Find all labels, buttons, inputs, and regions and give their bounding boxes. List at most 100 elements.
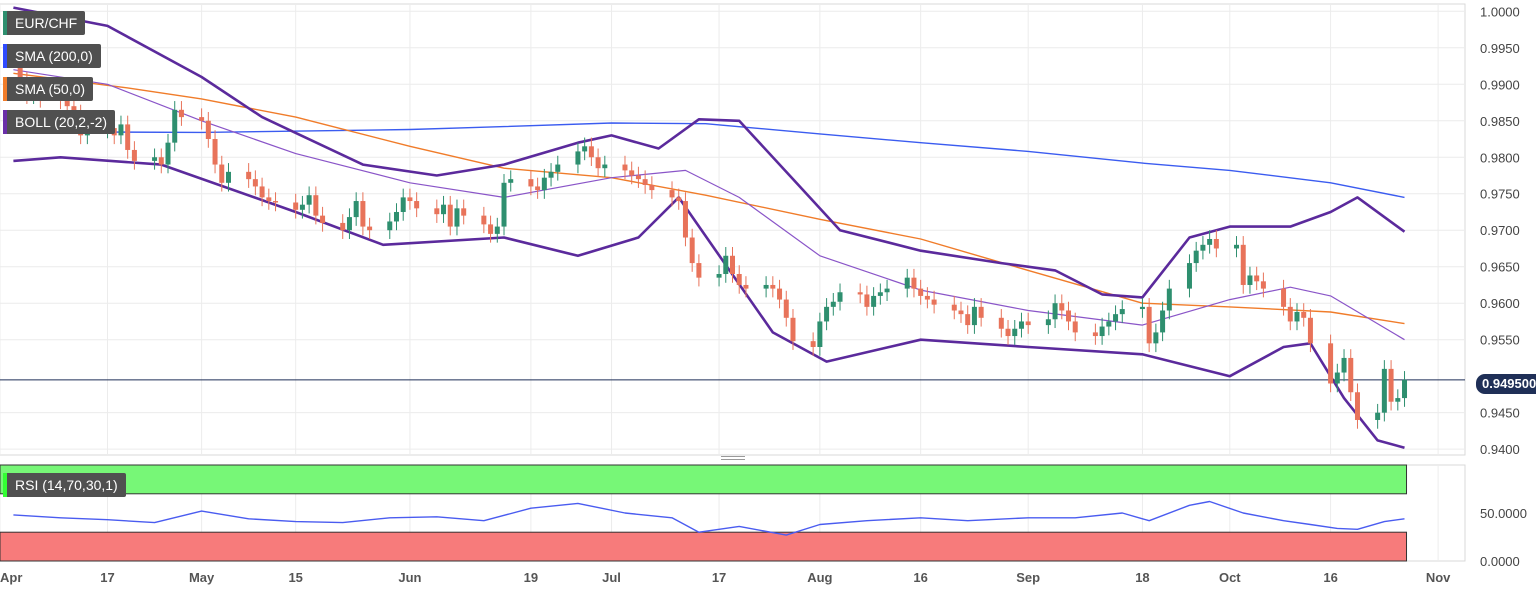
panel-resize-handle[interactable] xyxy=(721,456,745,465)
candle-body xyxy=(178,109,184,118)
bollinger-middle-line xyxy=(13,69,1405,341)
candle-body xyxy=(696,263,702,278)
candle-body xyxy=(864,294,870,307)
candle-body xyxy=(723,255,729,275)
candle-body xyxy=(199,117,205,121)
candle-body xyxy=(387,221,393,231)
candle-body xyxy=(541,177,547,191)
candle-body xyxy=(1334,372,1340,384)
candle-body xyxy=(649,184,655,191)
symbol-swatch xyxy=(3,11,7,35)
candle-body xyxy=(595,157,601,169)
candle-body xyxy=(904,277,910,289)
candle-body xyxy=(871,295,877,307)
bollinger-upper-line xyxy=(13,6,1406,299)
rsi-bands xyxy=(0,464,1408,562)
price-tick-label: 0.9450 xyxy=(1480,406,1520,421)
candle-body xyxy=(1059,303,1065,311)
candle-body xyxy=(246,171,252,180)
candle-body xyxy=(273,201,279,203)
candle-body xyxy=(602,164,608,169)
candle-body xyxy=(225,171,231,183)
indicator-lines xyxy=(0,6,1465,536)
candle-body xyxy=(1381,368,1387,413)
price-tick-label: 0.9800 xyxy=(1480,150,1520,165)
candle-body xyxy=(313,195,319,216)
x-tick-label: 16 xyxy=(1323,570,1337,585)
candle-body xyxy=(736,274,742,285)
candle-body xyxy=(535,186,541,191)
candle-body xyxy=(501,182,507,227)
candle-body xyxy=(669,190,675,198)
x-tick-label: 17 xyxy=(712,570,726,585)
legend-rsi[interactable]: RSI (14,70,30,1) xyxy=(3,473,126,497)
candle-body xyxy=(205,120,211,140)
candle-body xyxy=(441,204,447,215)
candle-body xyxy=(64,100,70,107)
x-tick-label: 17 xyxy=(100,570,114,585)
candle-body xyxy=(1341,357,1347,373)
rsi-tick-label: 50.0000 xyxy=(1480,506,1527,521)
candle-body xyxy=(1328,343,1334,384)
legend-boll[interactable]: BOLL (20,2,-2) xyxy=(3,110,116,134)
rsi-oversold-zone xyxy=(0,531,1408,562)
candle-body xyxy=(1166,288,1172,311)
candle-body xyxy=(158,157,164,165)
candle-body xyxy=(306,195,312,205)
rsi-tick-label: 0.0000 xyxy=(1480,554,1520,569)
candle-body xyxy=(575,151,581,165)
candle-body xyxy=(770,284,776,289)
candle-body xyxy=(1045,319,1051,326)
candle-body xyxy=(978,306,984,318)
candle-body xyxy=(1092,332,1098,337)
symbol-label[interactable]: EUR/CHF xyxy=(3,11,86,35)
candle-body xyxy=(165,142,171,165)
candle-body xyxy=(346,217,352,231)
rsi-swatch xyxy=(3,473,7,497)
candle-body xyxy=(951,304,957,311)
candle-body xyxy=(1099,326,1105,337)
candle-body xyxy=(588,146,594,158)
candle-body xyxy=(1301,311,1307,318)
candle-body xyxy=(1354,392,1360,420)
legend-sma50-text: SMA (50,0) xyxy=(15,81,86,97)
sma50-swatch xyxy=(3,77,7,101)
candle-body xyxy=(1213,238,1219,249)
candle-body xyxy=(877,292,883,296)
candle-body xyxy=(1005,328,1011,337)
candle-body xyxy=(219,164,225,183)
candle-body xyxy=(622,164,628,171)
price-tick-label: 1.0000 xyxy=(1480,4,1520,19)
x-tick-label: 19 xyxy=(524,570,538,585)
candle-body xyxy=(1388,368,1394,402)
candle-body xyxy=(1160,310,1166,333)
candle-body xyxy=(548,171,554,178)
candle-body xyxy=(528,179,534,187)
candle-body xyxy=(1200,244,1206,251)
last-price-tag: 0.949500 xyxy=(1476,374,1536,394)
legend-sma50[interactable]: SMA (50,0) xyxy=(3,77,94,101)
candle-body xyxy=(320,215,326,223)
candle-body xyxy=(1260,281,1266,289)
candlesticks xyxy=(17,53,1408,429)
candle-body xyxy=(582,146,588,152)
x-tick-label: 18 xyxy=(1135,570,1149,585)
legend-sma200[interactable]: SMA (200,0) xyxy=(3,44,101,68)
candle-body xyxy=(1281,288,1287,307)
candle-body xyxy=(461,208,467,216)
candle-body xyxy=(125,124,131,150)
price-tick-label: 0.9850 xyxy=(1480,114,1520,129)
candle-body xyxy=(1153,332,1159,344)
candle-body xyxy=(393,211,399,222)
candle-body xyxy=(743,284,749,289)
price-tick-label: 0.9950 xyxy=(1480,41,1520,56)
candle-body xyxy=(454,208,460,227)
x-tick-label: Oct xyxy=(1219,570,1241,585)
candle-body xyxy=(1018,321,1024,329)
price-tick-label: 0.9600 xyxy=(1480,296,1520,311)
candle-body xyxy=(414,201,420,209)
x-tick-label: Nov xyxy=(1426,570,1451,585)
candle-body xyxy=(1402,379,1408,399)
candle-body xyxy=(689,237,695,264)
